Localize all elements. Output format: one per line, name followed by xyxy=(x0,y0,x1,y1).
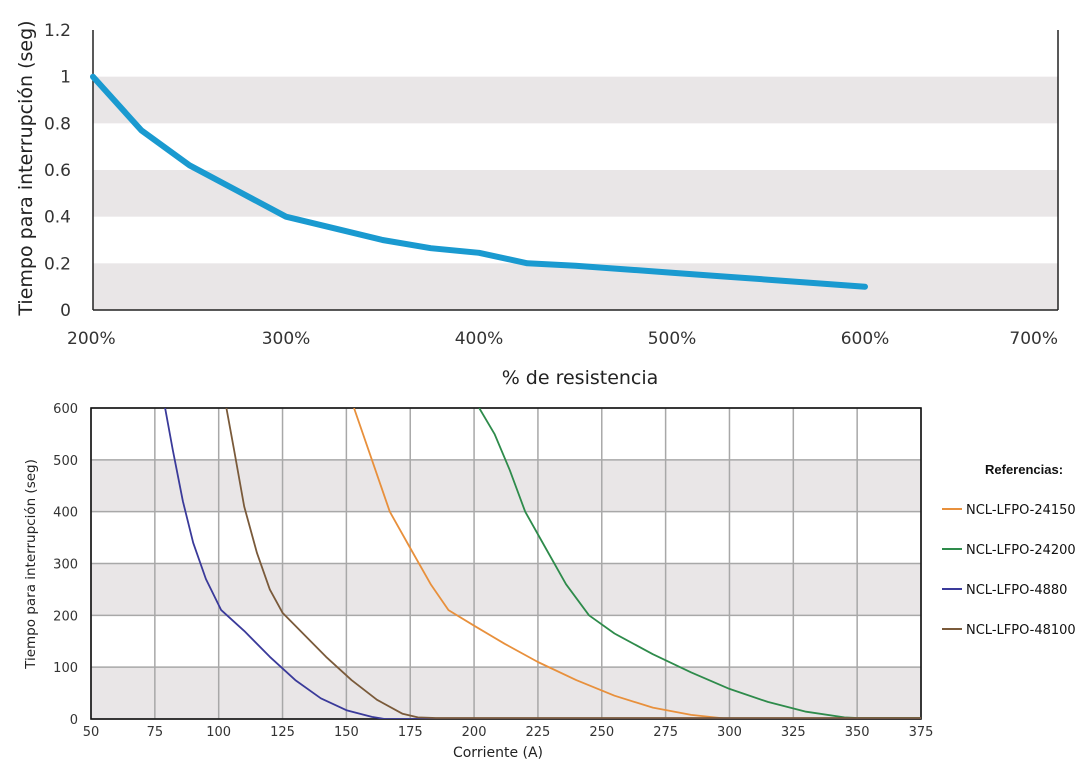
chart2-y-axis-label: Tiempo para interrupción (seg) xyxy=(23,459,39,670)
x-tick-label: 350 xyxy=(845,725,870,740)
grid-band xyxy=(93,170,1058,217)
y-tick-label: 400 xyxy=(53,506,78,521)
series-line xyxy=(164,408,921,719)
legend-title: Referencias: xyxy=(985,462,1063,477)
y-tick-label: 600 xyxy=(53,402,78,417)
y-tick-label: 0.2 xyxy=(44,254,71,274)
grid-band xyxy=(91,459,921,512)
series-line xyxy=(478,408,921,719)
x-tick-label: 325 xyxy=(781,725,806,740)
current-chart: 0 100 200 300 400 500 600 50 75 100 125 150 175 200 22… xyxy=(23,402,1076,761)
series-line xyxy=(353,408,730,719)
x-tick-label: 100 xyxy=(206,725,231,740)
chart1-y-axis-label: Tiempo para interrupción (seg) xyxy=(15,20,37,316)
grid-band xyxy=(91,563,921,616)
series-line xyxy=(90,73,868,290)
y-tick-label: 0.6 xyxy=(44,161,71,181)
series-line xyxy=(225,408,921,719)
x-tick-label: 500% xyxy=(648,329,697,349)
x-tick-label: 275 xyxy=(653,725,678,740)
x-tick-label: 200 xyxy=(462,725,487,740)
y-tick-label: 1.2 xyxy=(44,21,71,41)
x-tick-label: 225 xyxy=(526,725,551,740)
x-tick-label: 600% xyxy=(841,329,890,349)
x-tick-label: 200% xyxy=(67,329,116,349)
x-tick-label: 250 xyxy=(589,725,614,740)
y-tick-label: 0.4 xyxy=(44,208,71,228)
y-tick-label: 300 xyxy=(53,558,78,573)
x-tick-label: 300 xyxy=(717,725,742,740)
y-tick-label: 100 xyxy=(53,661,78,676)
y-tick-label: 0.8 xyxy=(44,114,71,134)
y-tick-label: 0 xyxy=(60,301,71,321)
resistance-chart: 0 0.2 0.4 0.6 0.8 1 1.2 200% 300% 400% 500% 600% 700… xyxy=(15,20,1059,389)
x-tick-label: 75 xyxy=(147,725,164,740)
grid-band xyxy=(93,76,1058,124)
grid-band xyxy=(91,667,921,719)
legend-label: NCL-LFPO-24200 xyxy=(966,543,1076,558)
y-tick-label: 0 xyxy=(70,713,78,728)
x-tick-label: 300% xyxy=(262,329,311,349)
x-tick-label: 700% xyxy=(1009,329,1058,349)
x-tick-label: 175 xyxy=(398,725,423,740)
x-tick-label: 150 xyxy=(334,725,359,740)
x-tick-label: 125 xyxy=(270,725,295,740)
x-tick-label: 375 xyxy=(909,725,934,740)
x-tick-label: 50 xyxy=(83,725,100,740)
legend-label: NCL-LFPO-24150 xyxy=(966,503,1076,518)
chart2-x-axis-label: Corriente (A) xyxy=(453,745,543,761)
legend-label: NCL-LFPO-48100 xyxy=(966,623,1076,638)
legend-label: NCL-LFPO-4880 xyxy=(966,583,1067,598)
x-tick-label: 400% xyxy=(455,329,504,349)
chart2-legend: Referencias: NCL-LFPO-24150 NCL-LFPO-2420… xyxy=(942,462,1076,638)
chart1-x-axis-label: % de resistencia xyxy=(502,367,659,389)
y-tick-label: 500 xyxy=(53,454,78,469)
y-tick-label: 1 xyxy=(60,68,71,88)
grid-band xyxy=(93,263,1058,310)
y-tick-label: 200 xyxy=(53,609,78,624)
